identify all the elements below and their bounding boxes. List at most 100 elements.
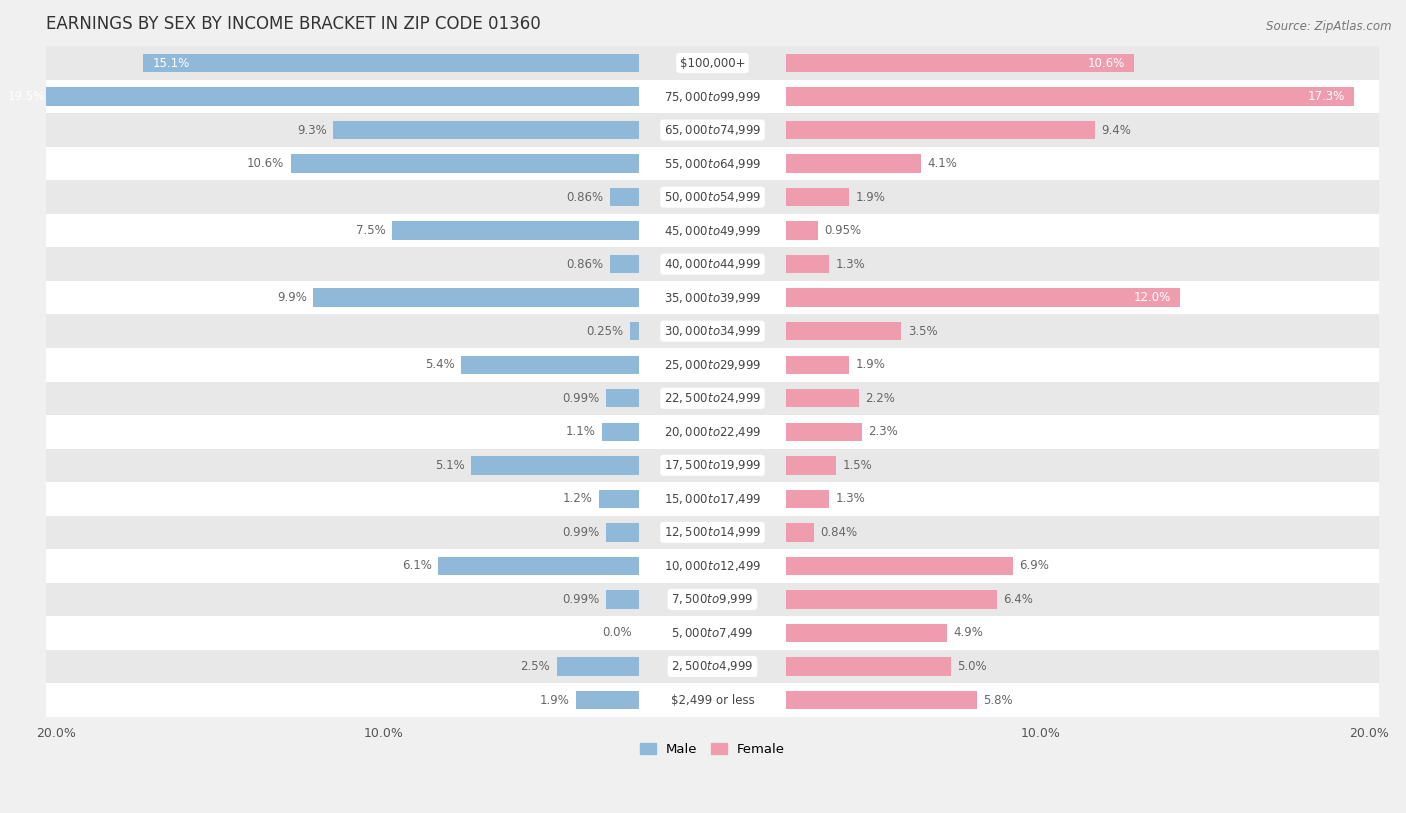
Bar [786, 154, 921, 173]
Text: 9.4%: 9.4% [1102, 124, 1132, 137]
Text: $12,500 to $14,999: $12,500 to $14,999 [664, 525, 761, 539]
Bar [22, 315, 1402, 348]
Bar [22, 683, 1402, 717]
Text: 17.3%: 17.3% [1308, 90, 1344, 103]
Text: $20,000 to $22,499: $20,000 to $22,499 [664, 425, 761, 439]
Bar [610, 188, 638, 207]
Bar [22, 449, 1402, 482]
Text: Source: ZipAtlas.com: Source: ZipAtlas.com [1267, 20, 1392, 33]
Text: EARNINGS BY SEX BY INCOME BRACKET IN ZIP CODE 01360: EARNINGS BY SEX BY INCOME BRACKET IN ZIP… [46, 15, 541, 33]
Text: 1.2%: 1.2% [562, 493, 592, 506]
Text: 1.9%: 1.9% [540, 693, 569, 706]
Text: 0.86%: 0.86% [567, 190, 603, 203]
Bar [606, 523, 638, 541]
Text: 2.2%: 2.2% [865, 392, 896, 405]
Text: $2,500 to $4,999: $2,500 to $4,999 [671, 659, 754, 673]
Text: $22,500 to $24,999: $22,500 to $24,999 [664, 391, 761, 405]
Bar [606, 590, 638, 609]
Bar [333, 121, 638, 139]
Text: $7,500 to $9,999: $7,500 to $9,999 [671, 593, 754, 606]
Text: 0.99%: 0.99% [562, 392, 599, 405]
Bar [786, 121, 1095, 139]
Bar [610, 255, 638, 273]
Text: 1.9%: 1.9% [855, 190, 886, 203]
Text: 1.9%: 1.9% [855, 359, 886, 372]
Bar [22, 214, 1402, 247]
Text: 5.8%: 5.8% [983, 693, 1014, 706]
Bar [786, 657, 950, 676]
Bar [22, 247, 1402, 281]
Text: 5.0%: 5.0% [957, 660, 987, 673]
Bar [786, 188, 849, 207]
Bar [291, 154, 638, 173]
Bar [22, 281, 1402, 315]
Text: $100,000+: $100,000+ [679, 57, 745, 69]
Text: 6.1%: 6.1% [402, 559, 432, 572]
Bar [786, 590, 997, 609]
Bar [786, 355, 849, 374]
Bar [22, 46, 1402, 80]
Text: 1.5%: 1.5% [842, 459, 872, 472]
Text: $2,499 or less: $2,499 or less [671, 693, 755, 706]
Text: 1.1%: 1.1% [567, 425, 596, 438]
Bar [22, 381, 1402, 415]
Bar [786, 255, 830, 273]
Bar [786, 87, 1354, 106]
Text: 9.9%: 9.9% [277, 291, 307, 304]
Text: 6.9%: 6.9% [1019, 559, 1049, 572]
Bar [439, 557, 638, 575]
Text: $30,000 to $34,999: $30,000 to $34,999 [664, 324, 761, 338]
Bar [392, 221, 638, 240]
Text: 0.0%: 0.0% [602, 627, 633, 640]
Bar [786, 322, 901, 341]
Bar [786, 389, 859, 407]
Bar [22, 147, 1402, 180]
Bar [22, 348, 1402, 381]
Bar [786, 289, 1181, 307]
Text: $17,500 to $19,999: $17,500 to $19,999 [664, 459, 761, 472]
Text: 4.1%: 4.1% [928, 157, 957, 170]
Text: 7.5%: 7.5% [356, 224, 385, 237]
Bar [22, 616, 1402, 650]
Text: $45,000 to $49,999: $45,000 to $49,999 [664, 224, 761, 237]
Text: $55,000 to $64,999: $55,000 to $64,999 [664, 157, 761, 171]
Text: 1.3%: 1.3% [835, 493, 865, 506]
Bar [786, 221, 817, 240]
Text: 0.99%: 0.99% [562, 593, 599, 606]
Text: 3.5%: 3.5% [908, 324, 938, 337]
Text: $15,000 to $17,499: $15,000 to $17,499 [664, 492, 761, 506]
Bar [786, 557, 1012, 575]
Text: 0.99%: 0.99% [562, 526, 599, 539]
Bar [786, 624, 948, 642]
Text: 2.5%: 2.5% [520, 660, 550, 673]
Bar [786, 523, 814, 541]
Bar [22, 549, 1402, 583]
Text: 0.95%: 0.95% [824, 224, 862, 237]
Bar [0, 87, 638, 106]
Text: 5.4%: 5.4% [425, 359, 454, 372]
Text: $50,000 to $54,999: $50,000 to $54,999 [664, 190, 761, 204]
Bar [22, 415, 1402, 449]
Bar [314, 289, 638, 307]
Bar [603, 423, 638, 441]
Bar [630, 322, 638, 341]
Text: $5,000 to $7,499: $5,000 to $7,499 [671, 626, 754, 640]
Bar [786, 456, 835, 475]
Bar [22, 482, 1402, 515]
Text: 10.6%: 10.6% [1087, 57, 1125, 69]
Bar [22, 80, 1402, 113]
Text: 0.84%: 0.84% [821, 526, 858, 539]
Bar [786, 423, 862, 441]
Bar [786, 691, 977, 709]
Bar [471, 456, 638, 475]
Bar [599, 489, 638, 508]
Text: $25,000 to $29,999: $25,000 to $29,999 [664, 358, 761, 372]
Bar [461, 355, 638, 374]
Bar [22, 515, 1402, 549]
Bar [22, 583, 1402, 616]
Text: $75,000 to $99,999: $75,000 to $99,999 [664, 89, 761, 103]
Text: 6.4%: 6.4% [1002, 593, 1033, 606]
Bar [786, 489, 830, 508]
Bar [786, 54, 1135, 72]
Text: 2.3%: 2.3% [869, 425, 898, 438]
